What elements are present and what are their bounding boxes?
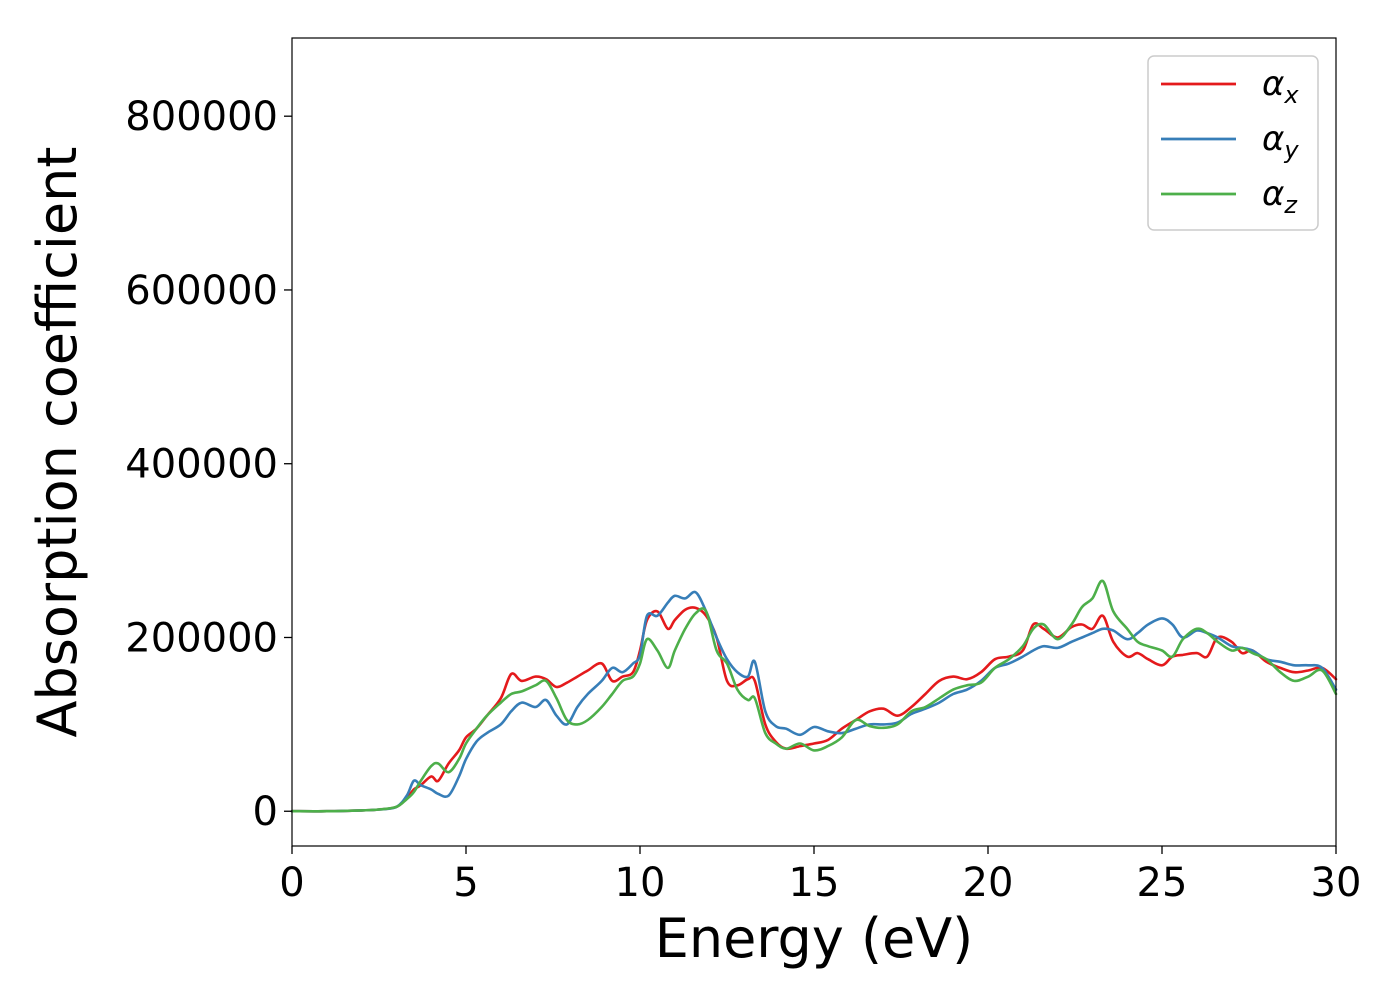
series-line-y: [290, 590, 1338, 813]
legend-label-y: αy: [1262, 119, 1299, 164]
x-tick-label: 20: [963, 860, 1014, 906]
y-tick-label: 0: [253, 789, 278, 835]
y-tick-label: 400000: [125, 442, 278, 488]
x-tick-label: 25: [1137, 860, 1188, 906]
x-axis: 0 5 10 15 20 25 30: [279, 846, 1361, 906]
y-axis: 0 200000 400000 600000 800000: [125, 94, 292, 835]
x-tick-label: 30: [1311, 860, 1362, 906]
plot-area: [290, 37, 1338, 847]
y-tick-label: 600000: [125, 268, 278, 314]
legend-label-x: αx: [1262, 64, 1299, 109]
x-tick-label: 10: [615, 860, 666, 906]
legend-subscript-z: z: [1283, 191, 1298, 219]
legend-subscript-x: x: [1283, 81, 1299, 109]
y-tick-label: 800000: [125, 94, 278, 140]
x-axis-label: Energy (eV): [655, 907, 974, 970]
x-tick-label: 15: [789, 860, 840, 906]
x-tick-label: 0: [279, 860, 304, 906]
legend-box: [1147, 55, 1319, 231]
legend-subscript-y: y: [1283, 136, 1299, 164]
series-layer: [290, 579, 1338, 813]
x-tick-label: 5: [453, 860, 478, 906]
series-line-z: [290, 579, 1338, 813]
y-axis-label: Absorption coefficient: [26, 147, 89, 738]
y-tick-label: 200000: [125, 615, 278, 661]
